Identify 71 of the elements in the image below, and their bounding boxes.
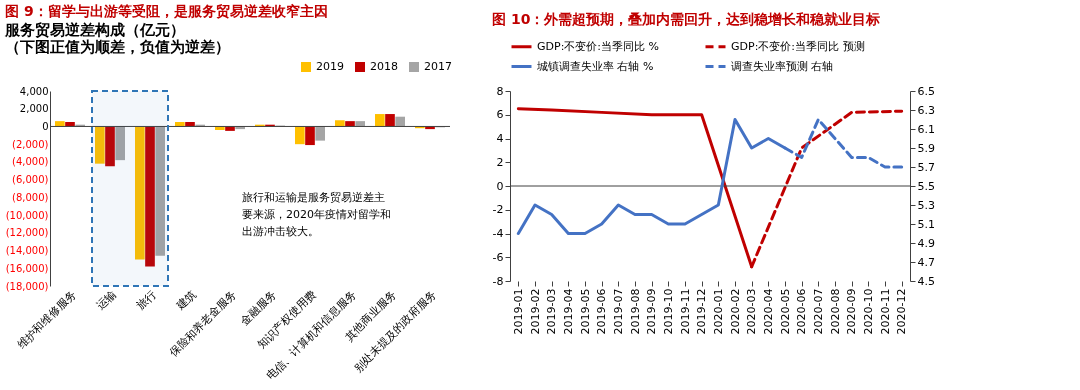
y2-tick-label: 4.9 bbox=[917, 236, 935, 250]
y2-tick-label: 5.7 bbox=[917, 160, 935, 174]
y-tick-label: (14,000) bbox=[5, 245, 49, 257]
y-tick-label: (18,000) bbox=[5, 280, 49, 292]
x-tick-label: 2019-12 bbox=[695, 288, 709, 335]
y-tick-label: (10,000) bbox=[5, 209, 49, 221]
y-tick-label: (2,000) bbox=[12, 138, 49, 150]
y-tick-label: (4,000) bbox=[12, 156, 49, 168]
x-tick-label: 2019-10 bbox=[661, 288, 675, 335]
y2-tick-label: 5.9 bbox=[917, 141, 935, 155]
y2-tick-label: 5.3 bbox=[917, 198, 935, 212]
y-tick-label: (16,000) bbox=[5, 262, 49, 274]
legend-label: 2019 bbox=[316, 60, 344, 73]
x-tick-label: 旅行 bbox=[133, 287, 159, 313]
x-tick-label: 2020-01 bbox=[711, 288, 725, 335]
y2-tick-label: 6.1 bbox=[917, 122, 935, 136]
x-tick-label: 2019-11 bbox=[678, 288, 692, 335]
x-tick-label: 2020-10 bbox=[861, 288, 875, 335]
x-tick-label: 2019-08 bbox=[628, 288, 642, 335]
x-tick-label: 2020-04 bbox=[761, 288, 775, 335]
legend-label: GDP:不变价:当季同比 % bbox=[537, 39, 659, 53]
x-tick-label: 2019-04 bbox=[561, 288, 575, 335]
x-tick-label: 2019-05 bbox=[578, 288, 592, 335]
annotation: 旅行和运输是服务贸易逆差主要来源，2020年疫情对留学和出游冲击较大。 bbox=[242, 191, 391, 239]
x-tick-label: 2020-02 bbox=[728, 288, 742, 335]
y2-tick-label: 4.7 bbox=[917, 255, 935, 269]
x-tick-label: 2019-02 bbox=[528, 288, 542, 335]
chart-subtitle: 服务贸易逆差构成（亿元） bbox=[4, 21, 186, 39]
y-tick-label: -2 bbox=[492, 203, 504, 217]
y-tick-label: -6 bbox=[492, 250, 504, 264]
legend-label: GDP:不变价:当季同比 预测 bbox=[731, 39, 865, 53]
x-tick-label: 2020-03 bbox=[745, 288, 759, 335]
y-tick-label: (12,000) bbox=[5, 227, 49, 239]
y-tick-label: -4 bbox=[492, 227, 504, 240]
x-tick-label: 2020-07 bbox=[811, 288, 825, 335]
legend-label: 2017 bbox=[424, 60, 452, 73]
y2-tick-label: 5.5 bbox=[917, 179, 935, 193]
legend-label: 城镇调查失业率 右轴 % bbox=[536, 59, 654, 73]
x-tick-label: 2019-03 bbox=[545, 288, 559, 335]
chart-title: 图 9：留学与出游等受阻，是服务贸易逆差收窄主因 bbox=[5, 3, 328, 19]
text: （下图正值为顺差，负值为逆差） bbox=[5, 38, 231, 56]
y2-tick-label: 4.5 bbox=[917, 274, 935, 288]
y2-tick-label: 6.5 bbox=[917, 84, 935, 98]
legend-label: 调查失业率预测 右轴 bbox=[731, 59, 834, 73]
x-tick-label: 2020-09 bbox=[845, 288, 859, 335]
x-tick-label: 建筑 bbox=[173, 287, 199, 314]
chart-title: 图 10：外需超预期，叠加内需回升，达到稳增长和稳就业目标 bbox=[492, 11, 881, 27]
y-tick-label: -8 bbox=[492, 274, 504, 288]
y2-tick-label: 5.1 bbox=[917, 217, 935, 231]
y-tick-label: 6 bbox=[496, 108, 504, 122]
legend-label: 2018 bbox=[370, 60, 398, 73]
x-tick-label: 2020-12 bbox=[895, 288, 909, 335]
y-tick-label: 2,000 bbox=[19, 103, 49, 115]
x-tick-label: 2020-11 bbox=[878, 288, 892, 335]
x-tick-label: 2019-09 bbox=[645, 288, 659, 335]
y-tick-label: (6,000) bbox=[12, 174, 49, 186]
y2-tick-label: 6.3 bbox=[917, 103, 935, 117]
x-tick-label: 2019-06 bbox=[595, 288, 609, 335]
x-tick-label: 2020-08 bbox=[828, 288, 842, 335]
x-tick-label: 2020-05 bbox=[778, 288, 792, 335]
y-tick-label: 0 bbox=[496, 179, 504, 193]
x-tick-label: 2019-01 bbox=[511, 288, 525, 335]
y-tick-label: (8,000) bbox=[12, 191, 49, 203]
y-tick-label: 8 bbox=[496, 84, 504, 98]
y-tick-label: 4,000 bbox=[19, 85, 49, 97]
x-tick-label: 运输 bbox=[93, 287, 119, 313]
x-tick-label: 2019-07 bbox=[611, 288, 625, 335]
y-tick-label: 0 bbox=[42, 120, 49, 132]
y-tick-label: 4 bbox=[496, 132, 504, 145]
x-tick-label: 2020-06 bbox=[795, 288, 809, 335]
y-tick-label: 2 bbox=[496, 155, 504, 169]
